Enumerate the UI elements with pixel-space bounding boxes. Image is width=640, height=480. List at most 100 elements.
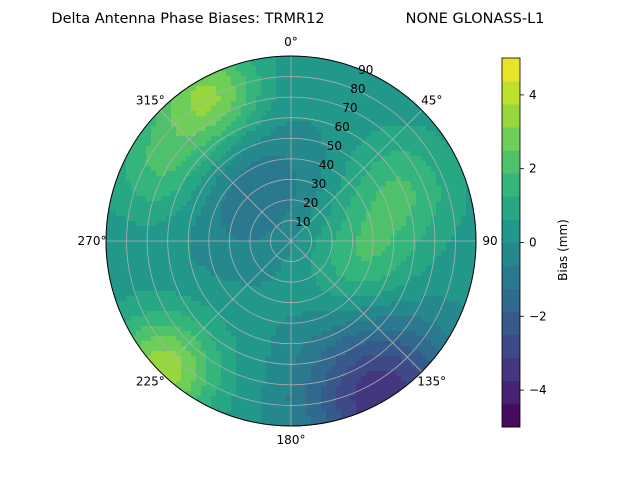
contour-cell: [291, 361, 297, 367]
contour-cell: [161, 301, 167, 307]
contour-cell: [291, 286, 297, 292]
contour-cell: [286, 416, 292, 422]
contour-cell: [321, 251, 327, 257]
contour-cell: [341, 216, 347, 222]
contour-cell: [211, 96, 217, 102]
contour-cell: [386, 126, 392, 132]
contour-cell: [411, 116, 417, 122]
contour-cell: [206, 161, 212, 167]
contour-cell: [371, 191, 377, 197]
contour-cell: [341, 101, 347, 107]
contour-cell: [281, 221, 287, 227]
contour-cell: [226, 241, 232, 247]
contour-cell: [371, 166, 377, 172]
contour-cell: [316, 101, 322, 107]
contour-cell: [401, 266, 407, 272]
contour-cell: [426, 271, 432, 277]
contour-cell: [451, 226, 457, 232]
contour-cell: [316, 201, 322, 207]
colorbar-band: [502, 265, 520, 290]
contour-cell: [196, 191, 202, 197]
contour-cell: [136, 191, 142, 197]
contour-cell: [311, 406, 317, 412]
contour-cell: [321, 96, 327, 102]
contour-cell: [251, 411, 257, 417]
contour-cell: [186, 281, 192, 287]
contour-cell: [196, 246, 202, 252]
contour-cell: [221, 226, 227, 232]
contour-cell: [151, 261, 157, 267]
contour-cell: [316, 181, 322, 187]
contour-cell: [316, 341, 322, 347]
contour-cell: [191, 216, 197, 222]
contour-cell: [386, 86, 392, 92]
contour-cell: [436, 206, 442, 212]
contour-cell: [211, 91, 217, 97]
contour-cell: [201, 376, 207, 382]
contour-cell: [366, 141, 372, 147]
contour-cell: [231, 171, 237, 177]
contour-cell: [376, 271, 382, 277]
contour-cell: [281, 261, 287, 267]
contour-cell: [381, 96, 387, 102]
contour-cell: [401, 256, 407, 262]
contour-cell: [271, 396, 277, 402]
contour-cell: [316, 151, 322, 157]
contour-cell: [411, 186, 417, 192]
contour-cell: [376, 146, 382, 152]
contour-cell: [336, 331, 342, 337]
contour-cell: [396, 241, 402, 247]
contour-cell: [416, 291, 422, 297]
contour-cell: [306, 96, 312, 102]
contour-cell: [146, 346, 152, 352]
contour-cell: [331, 231, 337, 237]
contour-cell: [321, 391, 327, 397]
radial-tick-label: 80: [350, 82, 365, 96]
contour-cell: [226, 206, 232, 212]
contour-cell: [421, 356, 427, 362]
contour-cell: [176, 201, 182, 207]
contour-cell: [181, 341, 187, 347]
contour-cell: [376, 341, 382, 347]
contour-cell: [121, 311, 127, 317]
contour-cell: [346, 261, 352, 267]
contour-cell: [191, 211, 197, 217]
contour-cell: [316, 196, 322, 202]
contour-cell: [351, 401, 357, 407]
contour-cell: [161, 286, 167, 292]
contour-cell: [166, 286, 172, 292]
contour-cell: [261, 66, 267, 72]
contour-cell: [426, 281, 432, 287]
contour-cell: [246, 116, 252, 122]
contour-cell: [231, 396, 237, 402]
contour-cell: [351, 146, 357, 152]
contour-cell: [171, 361, 177, 367]
contour-cell: [351, 216, 357, 222]
contour-cell: [451, 196, 457, 202]
contour-cell: [316, 56, 322, 62]
contour-cell: [166, 291, 172, 297]
contour-cell: [356, 246, 362, 252]
contour-cell: [206, 391, 212, 397]
contour-cell: [196, 96, 202, 102]
contour-cell: [236, 96, 242, 102]
contour-cell: [461, 286, 467, 292]
contour-cell: [451, 236, 457, 242]
contour-cell: [371, 351, 377, 357]
contour-cell: [311, 321, 317, 327]
contour-cell: [296, 236, 302, 242]
contour-cell: [161, 331, 167, 337]
contour-cell: [421, 331, 427, 337]
contour-cell: [256, 166, 262, 172]
contour-cell: [266, 66, 272, 72]
contour-cell: [171, 261, 177, 267]
contour-cell: [321, 226, 327, 232]
contour-cell: [201, 366, 207, 372]
contour-cell: [156, 136, 162, 142]
contour-cell: [316, 381, 322, 387]
contour-cell: [286, 276, 292, 282]
contour-cell: [196, 326, 202, 332]
contour-cell: [371, 286, 377, 292]
contour-cell: [231, 206, 237, 212]
contour-cell: [271, 266, 277, 272]
